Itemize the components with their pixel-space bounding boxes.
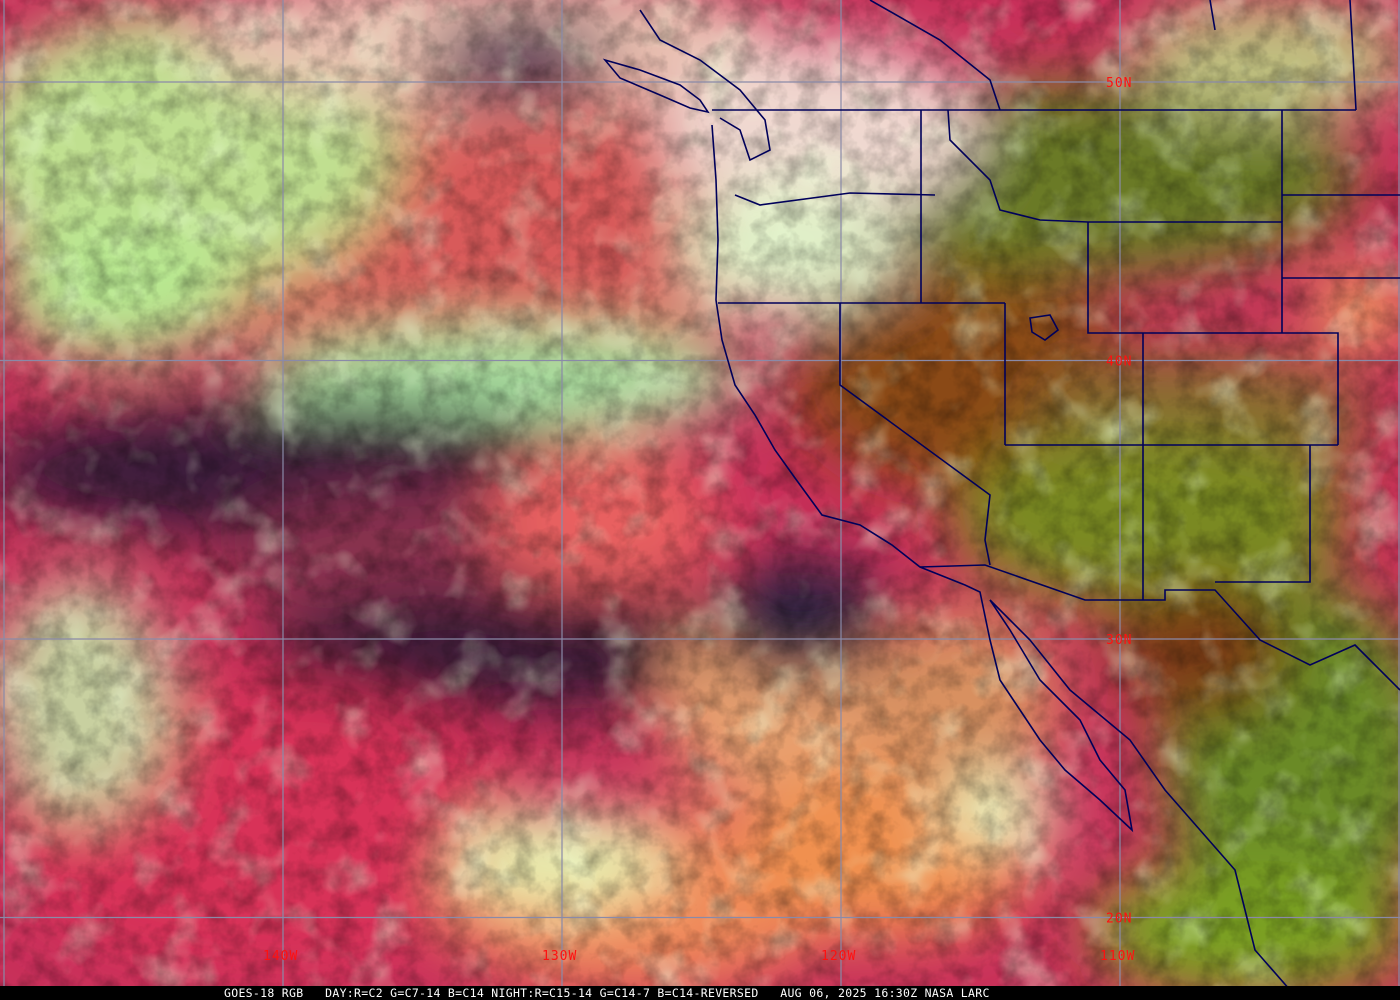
latitude-label: 30N (1106, 633, 1132, 648)
longitude-label: 140W (263, 949, 298, 964)
great-salt-lake (1029, 314, 1060, 341)
border-ca-nv (839, 303, 991, 566)
coastline-puget-sound (639, 9, 771, 162)
longitude-label: 120W (821, 949, 856, 964)
border-id-mt (947, 109, 1089, 223)
latitude-label: 20N (1106, 912, 1132, 927)
latitude-label: 50N (1106, 76, 1132, 91)
border-canada-provinces (869, 0, 1216, 111)
coastline-mexico (989, 599, 1291, 991)
coastline-vancouver-island (602, 58, 710, 114)
image-caption: GOES-18 RGB DAY:R=C2 G=C7-14 B=C14 NIGHT… (224, 986, 990, 1000)
border-us-mexico (919, 564, 1400, 691)
grid-labels: 50N 40N 30N 20N 140W 130W 120W 110W (263, 76, 1135, 964)
border-nm-east (1215, 445, 1311, 583)
caption-bar (0, 986, 1400, 1000)
border-dakotas (1281, 0, 1400, 279)
longitude-label: 110W (1100, 949, 1135, 964)
longitude-label: 130W (542, 949, 577, 964)
coastlines-and-borders (602, 0, 1400, 991)
border-wa-or (734, 192, 936, 206)
coastline-west (711, 124, 1134, 833)
border-ut-wy (1087, 222, 1339, 445)
latitude-label: 40N (1106, 355, 1132, 370)
